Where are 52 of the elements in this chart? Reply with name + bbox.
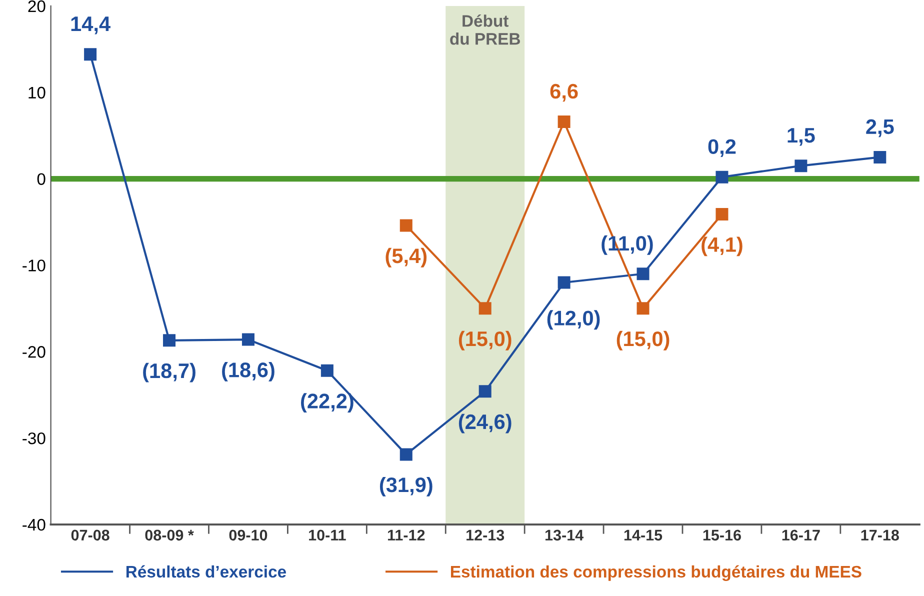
point xyxy=(478,385,492,398)
point xyxy=(636,302,650,315)
data-label: 1,5 xyxy=(788,128,815,146)
x-tick-label: 16-17 xyxy=(782,530,820,541)
data-label: (18,6) xyxy=(222,362,274,382)
point xyxy=(400,448,412,461)
x-tick-label: 09-10 xyxy=(229,530,268,541)
y-tick-label: 10 xyxy=(28,86,46,99)
point xyxy=(716,170,728,184)
point xyxy=(874,150,886,164)
point xyxy=(242,333,254,346)
x-tick-label: 11-12 xyxy=(388,530,425,540)
data-label: (24,6) xyxy=(458,414,512,434)
x-tick-label: 07-08 xyxy=(71,530,110,541)
point xyxy=(558,276,570,289)
y-tick-label: -40 xyxy=(22,518,46,531)
data-label: (4,1) xyxy=(702,236,742,256)
data-label: 2,5 xyxy=(866,119,894,138)
y-tick-label: 0 xyxy=(37,173,46,186)
data-label: 6,6 xyxy=(550,84,578,102)
y-tick-label: -20 xyxy=(22,346,46,358)
point xyxy=(163,334,176,347)
point xyxy=(84,48,97,61)
point xyxy=(478,302,492,315)
point xyxy=(320,364,334,377)
x-tick-label: 14-15 xyxy=(624,530,662,541)
data-label: (18,7) xyxy=(143,362,196,382)
data-label: (5,4) xyxy=(386,248,427,268)
point xyxy=(400,219,412,232)
band-label: Début du PREB xyxy=(450,14,520,45)
y-tick-label: -30 xyxy=(22,432,46,444)
x-tick-label: 08-09 * xyxy=(145,530,194,541)
legend-label: Estimation des compressions budgétaires du MEES xyxy=(450,565,862,581)
data-label: (31,9) xyxy=(380,476,432,496)
x-tick-label: 13-14 xyxy=(545,530,584,541)
x-tick-label: 10-11 xyxy=(309,530,346,541)
x-tick-label: 12-13 xyxy=(466,530,504,541)
x-tick-label: 17-18 xyxy=(861,530,899,541)
data-label: 14,4 xyxy=(71,16,110,34)
data-label: 0,2 xyxy=(708,139,736,157)
x-tick-label: 15-16 xyxy=(703,530,741,541)
data-label: (15,0) xyxy=(458,330,512,350)
y-tick-label: 20 xyxy=(28,0,46,12)
data-label: (15,0) xyxy=(616,330,670,350)
legend-label: Résultats d’exercice xyxy=(126,565,286,578)
point xyxy=(716,208,728,220)
data-label: (22,2) xyxy=(301,393,354,413)
point xyxy=(636,268,650,280)
point xyxy=(794,160,808,172)
data-label: (12,0) xyxy=(547,310,600,330)
point xyxy=(558,116,570,128)
y-tick-label: -10 xyxy=(22,260,46,272)
